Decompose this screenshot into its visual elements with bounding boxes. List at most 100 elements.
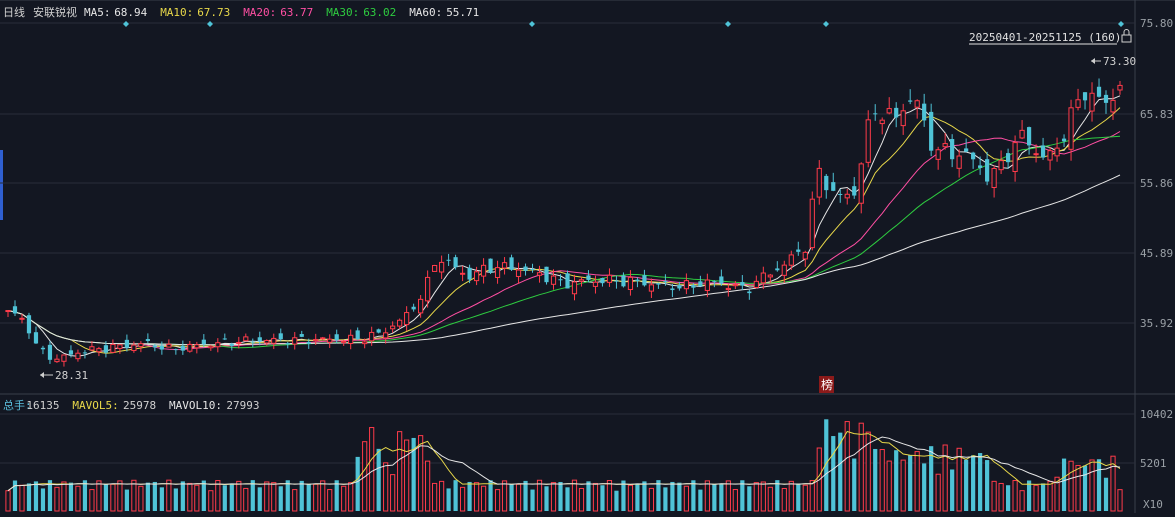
candle-body[interactable] — [446, 259, 451, 261]
candle-body[interactable] — [971, 152, 976, 160]
volume-bar[interactable] — [61, 481, 67, 512]
candle-body[interactable] — [767, 274, 773, 278]
candle-body[interactable] — [131, 344, 137, 352]
volume-bar[interactable] — [635, 483, 640, 511]
candle-body[interactable] — [852, 186, 857, 196]
candle-body[interactable] — [383, 332, 389, 339]
candle-body[interactable] — [33, 332, 39, 344]
volume-bar[interactable] — [467, 481, 472, 511]
candle-body[interactable] — [459, 272, 466, 275]
candle-body[interactable] — [285, 343, 290, 345]
candle-body[interactable] — [82, 352, 88, 354]
volume-bar[interactable] — [515, 483, 522, 512]
candle-body[interactable] — [691, 285, 696, 288]
candle-body[interactable] — [600, 277, 605, 284]
volume-bar[interactable] — [257, 487, 262, 511]
candle-body[interactable] — [166, 343, 172, 348]
volume-bar[interactable] — [956, 447, 962, 512]
volume-bar[interactable] — [292, 489, 298, 512]
candle-body[interactable] — [1061, 138, 1067, 142]
volume-bar[interactable] — [208, 490, 214, 512]
volume-bar[interactable] — [788, 480, 794, 512]
volume-bar[interactable] — [578, 487, 585, 512]
volume-bar[interactable] — [1012, 480, 1018, 512]
candle-body[interactable] — [1012, 142, 1018, 173]
volume-bar[interactable] — [40, 488, 46, 511]
volume-bar[interactable] — [873, 448, 878, 511]
candle-body[interactable] — [480, 264, 487, 277]
volume-bar[interactable] — [159, 487, 164, 511]
volume-bar[interactable] — [852, 458, 857, 511]
candle-body[interactable] — [781, 264, 787, 276]
volume-bar[interactable] — [558, 481, 563, 511]
candle-body[interactable] — [376, 329, 381, 333]
volume-bar[interactable] — [648, 487, 655, 512]
volume-bar[interactable] — [698, 489, 703, 511]
volume-bar[interactable] — [488, 480, 493, 511]
candle-body[interactable] — [292, 337, 298, 345]
volume-bar[interactable] — [809, 480, 815, 512]
volume-bar[interactable] — [704, 480, 710, 512]
candle-body[interactable] — [1089, 92, 1095, 112]
volume-bar[interactable] — [243, 487, 249, 512]
candle-body[interactable] — [1047, 150, 1053, 161]
volume-bar[interactable] — [131, 479, 137, 512]
event-marker-icon[interactable] — [207, 21, 213, 27]
candle-body[interactable] — [627, 276, 634, 290]
lock-icon[interactable] — [1121, 29, 1132, 43]
candle-body[interactable] — [1019, 129, 1025, 139]
volume-bar[interactable] — [89, 489, 95, 512]
volume-bar[interactable] — [677, 482, 682, 511]
candle-body[interactable] — [873, 113, 878, 115]
candle-body[interactable] — [621, 275, 626, 287]
candle-body[interactable] — [865, 119, 871, 163]
volume-bar[interactable] — [446, 488, 451, 511]
volume-bar[interactable] — [278, 486, 283, 511]
volume-bar[interactable] — [82, 480, 88, 511]
volume-bar[interactable] — [550, 482, 557, 512]
candle-body[interactable] — [1026, 127, 1032, 146]
candle-body[interactable] — [740, 282, 745, 286]
volume-bar[interactable] — [606, 480, 613, 512]
volume-bar[interactable] — [334, 480, 339, 511]
candle-body[interactable] — [719, 276, 724, 284]
volume-bar[interactable] — [19, 484, 25, 512]
candle-body[interactable] — [494, 267, 501, 278]
volume-bar[interactable] — [12, 480, 18, 511]
candle-body[interactable] — [236, 341, 242, 344]
volume-bar[interactable] — [418, 435, 424, 512]
candle-body[interactable] — [663, 281, 668, 283]
candle-body[interactable] — [68, 350, 74, 355]
volume-bar[interactable] — [530, 489, 535, 511]
candle-body[interactable] — [956, 155, 962, 169]
candle-body[interactable] — [1033, 153, 1039, 156]
candle-body[interactable] — [75, 352, 81, 360]
candle-body[interactable] — [5, 310, 11, 313]
candle-body[interactable] — [530, 269, 535, 271]
volume-bar[interactable] — [998, 482, 1004, 512]
candle-body[interactable] — [187, 343, 193, 352]
candle-body[interactable] — [341, 340, 347, 344]
volume-bar[interactable] — [844, 421, 850, 512]
event-marker-icon[interactable] — [725, 21, 731, 27]
candle-body[interactable] — [935, 149, 941, 160]
candle-body[interactable] — [404, 312, 410, 326]
candle-body[interactable] — [12, 306, 18, 314]
candle-body[interactable] — [1006, 153, 1011, 163]
volume-bar[interactable] — [138, 485, 144, 512]
volume-bar[interactable] — [886, 460, 892, 512]
candle-body[interactable] — [117, 344, 123, 349]
candle-body[interactable] — [306, 341, 311, 344]
volume-bar[interactable] — [1103, 477, 1109, 511]
volume-bar[interactable] — [494, 489, 501, 512]
candle-body[interactable] — [411, 306, 416, 310]
candle-body[interactable] — [642, 275, 647, 286]
volume-bar[interactable] — [991, 480, 997, 512]
volume-bar[interactable] — [838, 432, 843, 511]
volume-bar[interactable] — [663, 487, 668, 511]
volume-bar[interactable] — [313, 483, 319, 512]
candle-body[interactable] — [704, 279, 710, 291]
volume-bar[interactable] — [117, 480, 123, 512]
candle-body[interactable] — [40, 347, 46, 350]
